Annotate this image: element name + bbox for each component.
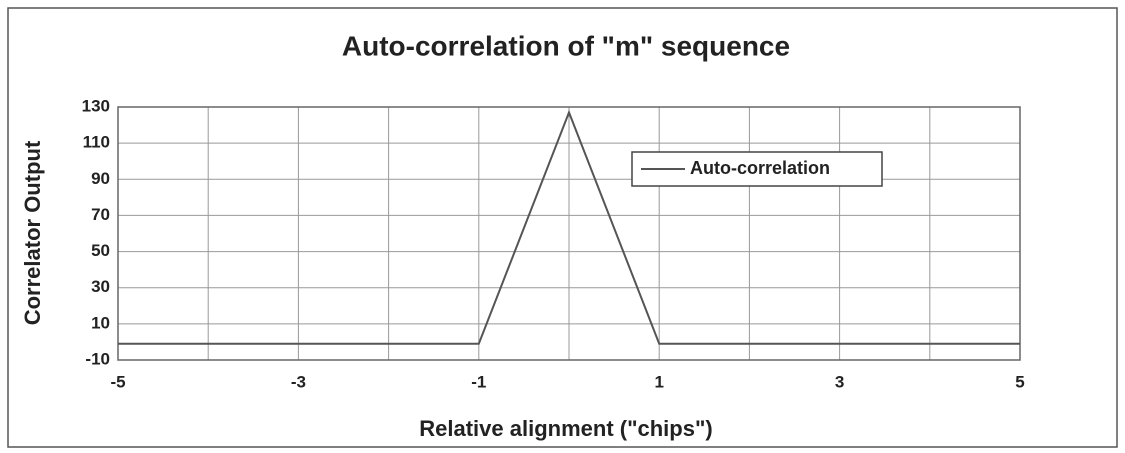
x-tick-label: 3 [835,372,844,391]
data-line [118,109,1020,345]
x-tick-label: -3 [291,372,306,391]
y-tick-label: 90 [91,169,110,188]
x-tick-label: 5 [1015,372,1024,391]
y-tick-label: -10 [85,349,110,368]
x-axis-label: Relative alignment ("chips") [419,416,712,441]
y-tick-label: 10 [91,313,110,332]
y-tick-label: 130 [82,96,110,115]
x-tick-label: 1 [654,372,663,391]
plot-border [117,106,1021,361]
y-tick-label: 50 [91,241,110,260]
y-tick-label: 30 [91,277,110,296]
y-tick-label: 110 [83,133,110,152]
x-tick-label: -5 [110,372,125,391]
x-tick-label: -1 [471,372,486,391]
legend-label: Auto-correlation [690,158,830,178]
y-axis-label: Correlator Output [20,140,45,325]
chart-title: Auto-correlation of "m" sequence [342,30,790,61]
y-tick-label: 70 [91,205,110,224]
